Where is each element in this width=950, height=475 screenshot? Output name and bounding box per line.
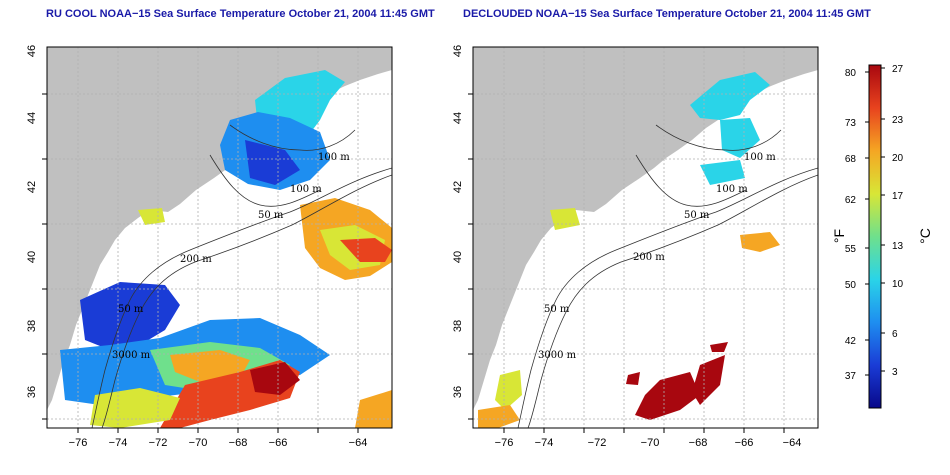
contour-label: 50 m (258, 210, 284, 221)
lat-tick-label: 40 (26, 251, 38, 263)
lon-tick-label: −68 (689, 437, 708, 449)
lon-tick-label: −64 (349, 437, 368, 449)
contour-label: 100 m (318, 152, 350, 163)
lon-tick-label: −76 (495, 437, 514, 449)
colorbar: 80 73 68 62 55 50 42 37 27 23 20 17 13 1… (831, 64, 933, 409)
right-land-mass (473, 47, 818, 410)
lat-tick-label: 44 (452, 112, 464, 124)
lon-tick-label: −70 (641, 437, 660, 449)
left-map-panel: 100 m 100 m 50 m 200 m 50 m 3000 m −76 −… (26, 45, 393, 449)
celsius-tick: 27 (892, 64, 904, 75)
lon-tick-label: −66 (735, 437, 754, 449)
left-x-axis (77, 428, 359, 433)
lon-tick-label: −64 (783, 437, 802, 449)
fahrenheit-tick: 55 (845, 244, 857, 255)
celsius-tick: 3 (892, 367, 898, 378)
right-y-axis (468, 93, 473, 420)
contour-label: 200 m (633, 252, 665, 263)
lon-tick-label: −72 (588, 437, 607, 449)
left-plot-frame (46, 46, 393, 429)
lon-tick-label: −72 (149, 437, 168, 449)
right-map-panel: 100 m 100 m 50 m 200 m 50 m 3000 m −76 −… (452, 45, 819, 449)
contour-label: 3000 m (112, 350, 151, 361)
contour-label: 3000 m (538, 350, 577, 361)
lat-tick-label: 42 (452, 181, 464, 193)
lon-tick-label: −66 (269, 437, 288, 449)
fahrenheit-unit-label: °F (831, 229, 847, 243)
celsius-tick: 6 (892, 329, 898, 340)
celsius-tick: 17 (892, 191, 904, 202)
lat-tick-label: 46 (26, 45, 38, 57)
lat-tick-label: 46 (452, 45, 464, 57)
left-panel-title: RU COOL NOAA−15 Sea Surface Temperature … (46, 8, 435, 20)
fahrenheit-tick: 50 (845, 280, 857, 291)
celsius-tick: 13 (892, 241, 904, 252)
fahrenheit-tick: 73 (845, 118, 857, 129)
right-sst-field (478, 72, 780, 428)
right-grid (473, 47, 818, 428)
left-grid (47, 47, 392, 428)
lat-tick-label: 38 (26, 320, 38, 332)
contour-label: 50 m (544, 304, 570, 315)
lon-tick-label: −74 (109, 437, 128, 449)
lon-tick-label: −68 (229, 437, 248, 449)
celsius-tick: 20 (892, 153, 904, 164)
lat-tick-label: 36 (452, 386, 464, 398)
fahrenheit-tick: 37 (845, 371, 857, 382)
lon-tick-label: −76 (69, 437, 88, 449)
colorbar-gradient (868, 64, 882, 409)
lat-tick-label: 44 (26, 112, 38, 124)
fahrenheit-tick: 42 (845, 336, 857, 347)
fahrenheit-tick: 68 (845, 154, 857, 165)
fahrenheit-tick: 62 (845, 195, 857, 206)
celsius-unit-label: °C (917, 228, 933, 244)
right-panel-title: DECLOUDED NOAA−15 Sea Surface Temperatur… (463, 8, 871, 20)
right-x-axis (503, 428, 785, 433)
lat-tick-label: 38 (452, 320, 464, 332)
right-plot-frame (472, 46, 819, 429)
contour-label: 100 m (290, 184, 322, 195)
fahrenheit-tick: 80 (845, 68, 857, 79)
left-y-axis (42, 93, 47, 420)
contour-label: 200 m (180, 254, 212, 265)
contour-label: 50 m (118, 304, 144, 315)
contour-label: 100 m (716, 184, 748, 195)
left-sst-field (60, 70, 392, 428)
left-land-mass (47, 47, 392, 410)
celsius-tick: 23 (892, 115, 904, 126)
lat-tick-label: 36 (26, 386, 38, 398)
left-bathymetry-contours (91, 124, 392, 428)
lon-tick-label: −74 (535, 437, 554, 449)
right-bathymetry-contours (517, 124, 818, 428)
celsius-tick: 10 (892, 279, 904, 290)
lon-tick-label: −70 (189, 437, 208, 449)
lat-tick-label: 42 (26, 181, 38, 193)
lat-tick-label: 40 (452, 251, 464, 263)
contour-label: 100 m (744, 152, 776, 163)
contour-label: 50 m (684, 210, 710, 221)
